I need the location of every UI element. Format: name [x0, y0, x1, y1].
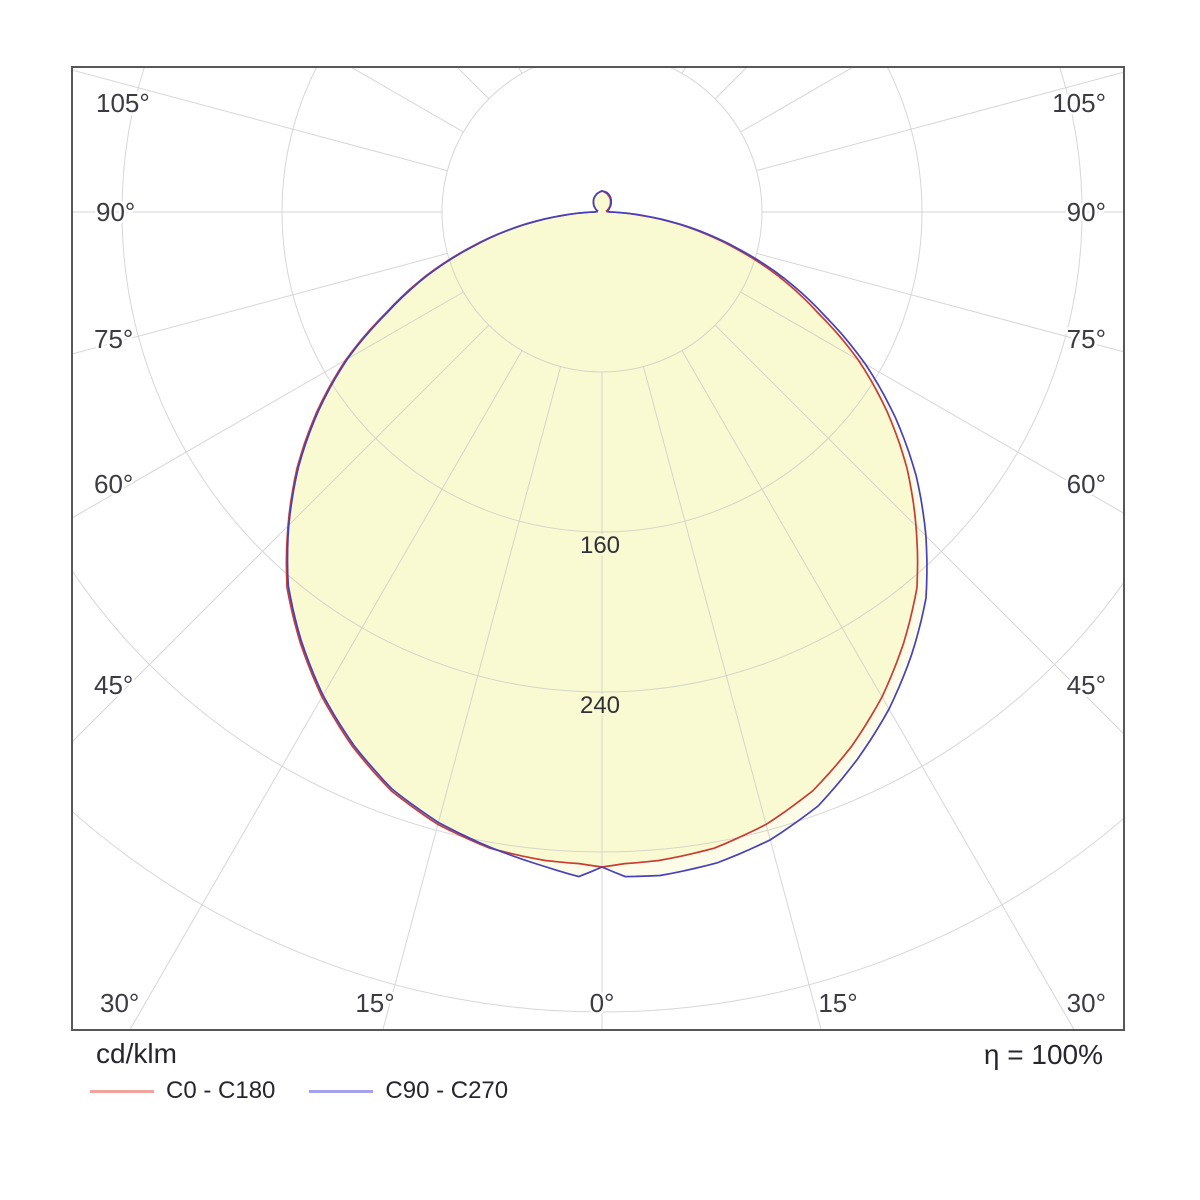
unit-label: cd/klm — [96, 1038, 177, 1069]
angle-tick-left: 90° — [96, 197, 135, 227]
angle-tick-left: 105° — [96, 88, 150, 118]
angle-tick-right: 90° — [1067, 197, 1106, 227]
ring-value-label: 160 — [580, 532, 620, 559]
angle-tick-right: 105° — [1052, 88, 1106, 118]
legend-line-c0-icon — [90, 1089, 154, 1093]
angle-tick-left: 45° — [94, 670, 133, 700]
legend: C0 - C180 C90 - C270 — [90, 1077, 542, 1105]
ring-value-label: 240 — [580, 692, 620, 719]
legend-label-c0: C0 - C180 — [166, 1077, 276, 1104]
angle-tick-bottom: 15° — [818, 988, 857, 1018]
angle-tick-left: 75° — [94, 324, 133, 354]
legend-label-c90: C90 - C270 — [385, 1077, 509, 1104]
chart-border — [71, 66, 1125, 1031]
curve-c90-c270 — [286, 190, 928, 878]
angle-tick-right: 45° — [1067, 670, 1106, 700]
angle-tick-bottom: 0° — [590, 988, 615, 1018]
angle-tick-right: 30° — [1067, 988, 1106, 1018]
legend-line-c90-icon — [309, 1089, 374, 1093]
angle-tick-left: 60° — [94, 469, 133, 499]
angle-tick-bottom: 15° — [355, 988, 394, 1018]
efficiency-label: η = 100% — [983, 1039, 1103, 1070]
angle-tick-left: 30° — [100, 988, 139, 1018]
angle-tick-right: 60° — [1067, 469, 1106, 499]
angle-tick-right: 75° — [1067, 324, 1106, 354]
